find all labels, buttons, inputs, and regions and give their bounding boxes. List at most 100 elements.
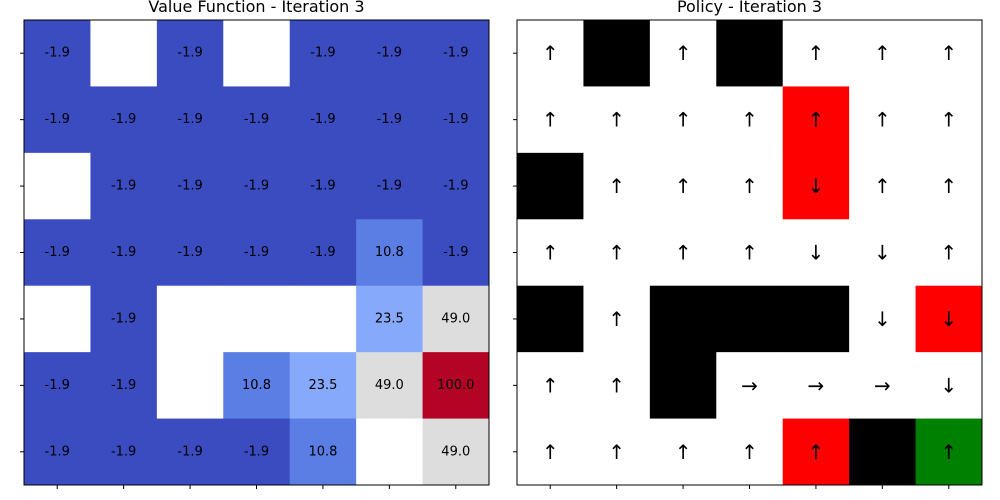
value-label: -1.9 bbox=[244, 444, 269, 459]
policy-cell-wall bbox=[517, 152, 584, 220]
value-cell bbox=[422, 20, 490, 87]
value-cell bbox=[24, 86, 91, 154]
value-function-title: Value Function - Iteration 3 bbox=[148, 0, 365, 16]
policy-cell-empty bbox=[915, 152, 983, 220]
policy-arrow: ↑ bbox=[940, 174, 957, 198]
value-cell bbox=[90, 86, 158, 154]
value-label: -1.9 bbox=[443, 46, 468, 61]
value-label: -1.9 bbox=[177, 112, 202, 127]
value-label: -1.9 bbox=[377, 179, 402, 194]
policy-arrow: ↑ bbox=[542, 41, 559, 65]
policy-cell-empty bbox=[849, 152, 917, 220]
policy-cell-empty bbox=[849, 285, 917, 353]
value-label: 49.0 bbox=[375, 378, 404, 393]
policy-cell-empty bbox=[583, 352, 651, 420]
value-cell bbox=[356, 152, 424, 220]
value-label: -1.9 bbox=[45, 46, 70, 61]
policy-cell-empty bbox=[915, 20, 983, 87]
value-label: -1.9 bbox=[310, 46, 335, 61]
value-label: -1.9 bbox=[45, 378, 70, 393]
policy-cell-empty bbox=[915, 352, 983, 420]
value-cell bbox=[223, 285, 291, 353]
policy-arrow: ↑ bbox=[808, 440, 825, 464]
policy-arrow: ↓ bbox=[808, 174, 825, 198]
value-label: -1.9 bbox=[377, 112, 402, 127]
policy-arrow: ↑ bbox=[608, 241, 625, 265]
value-cell bbox=[356, 219, 424, 287]
value-cell bbox=[156, 219, 224, 287]
value-cell bbox=[422, 285, 490, 353]
policy-arrow: ↑ bbox=[808, 108, 825, 132]
policy-cell-wall bbox=[517, 285, 584, 353]
policy-arrow: ↑ bbox=[542, 440, 559, 464]
value-label: -1.9 bbox=[45, 444, 70, 459]
value-label: -1.9 bbox=[111, 378, 136, 393]
policy-cell-empty bbox=[716, 152, 784, 220]
value-label: -1.9 bbox=[111, 444, 136, 459]
policy-cell-wall bbox=[649, 285, 717, 353]
value-cell bbox=[156, 86, 224, 154]
policy-arrow: ↑ bbox=[608, 440, 625, 464]
value-cell bbox=[156, 352, 224, 420]
value-label: 10.8 bbox=[308, 444, 337, 459]
policy-cell-empty bbox=[517, 352, 584, 420]
policy-arrow: ↑ bbox=[741, 174, 758, 198]
policy-cell-empty bbox=[583, 86, 651, 154]
value-function-heatmap: -1.9 -1.9 -1.9 -1.9 -1.9 -1.9 -1.9 -1.9 -1.9 -1.9… bbox=[20, 19, 490, 489]
value-cell bbox=[24, 20, 91, 87]
value-label: -1.9 bbox=[244, 245, 269, 260]
value-label: -1.9 bbox=[310, 179, 335, 194]
value-label: -1.9 bbox=[310, 245, 335, 260]
policy-arrow: ↑ bbox=[808, 41, 825, 65]
policy-cell-empty bbox=[915, 219, 983, 287]
value-label: 49.0 bbox=[441, 444, 470, 459]
value-cell bbox=[356, 285, 424, 353]
policy-cell-empty bbox=[583, 418, 651, 486]
value-cell bbox=[289, 20, 357, 87]
value-label: -1.9 bbox=[443, 245, 468, 260]
value-label: -1.9 bbox=[45, 112, 70, 127]
value-label: -1.9 bbox=[244, 179, 269, 194]
policy-cell-empty bbox=[716, 219, 784, 287]
value-label: -1.9 bbox=[111, 245, 136, 260]
policy-cell-empty bbox=[517, 219, 584, 287]
value-cell bbox=[156, 20, 224, 87]
policy-arrow: ↑ bbox=[675, 440, 692, 464]
policy-cell-trap bbox=[915, 285, 983, 353]
policy-cell-empty bbox=[849, 219, 917, 287]
value-label: 23.5 bbox=[375, 311, 404, 326]
policy-cell-empty bbox=[782, 20, 850, 87]
value-cell bbox=[289, 152, 357, 220]
policy-cell-trap bbox=[782, 418, 850, 486]
policy-cell-empty bbox=[649, 152, 717, 220]
value-cell bbox=[289, 219, 357, 287]
policy-arrow: ↓ bbox=[940, 307, 957, 331]
value-label: -1.9 bbox=[443, 179, 468, 194]
value-label: -1.9 bbox=[177, 46, 202, 61]
value-cell bbox=[156, 418, 224, 486]
policy-cell-empty bbox=[782, 352, 850, 420]
value-cell bbox=[24, 418, 91, 486]
policy-cell-empty bbox=[849, 86, 917, 154]
value-cell bbox=[24, 285, 91, 353]
policy-arrow: ↑ bbox=[940, 41, 957, 65]
value-label: -1.9 bbox=[177, 245, 202, 260]
value-cell bbox=[356, 352, 424, 420]
value-cell bbox=[356, 86, 424, 154]
value-cell bbox=[24, 219, 91, 287]
policy-arrow: ↑ bbox=[675, 174, 692, 198]
policy-arrow: ↑ bbox=[874, 108, 891, 132]
value-cell bbox=[223, 20, 291, 87]
policy-arrow: ↑ bbox=[542, 108, 559, 132]
policy-cell-empty bbox=[716, 352, 784, 420]
policy-cell-empty bbox=[716, 418, 784, 486]
value-cell bbox=[289, 86, 357, 154]
policy-cell-empty bbox=[583, 152, 651, 220]
policy-arrow: ↓ bbox=[940, 373, 957, 397]
value-label: -1.9 bbox=[310, 112, 335, 127]
policy-cell-empty bbox=[649, 418, 717, 486]
policy-arrow: ↑ bbox=[608, 108, 625, 132]
policy-arrow: ↑ bbox=[608, 307, 625, 331]
value-label: -1.9 bbox=[111, 311, 136, 326]
value-label: -1.9 bbox=[443, 112, 468, 127]
